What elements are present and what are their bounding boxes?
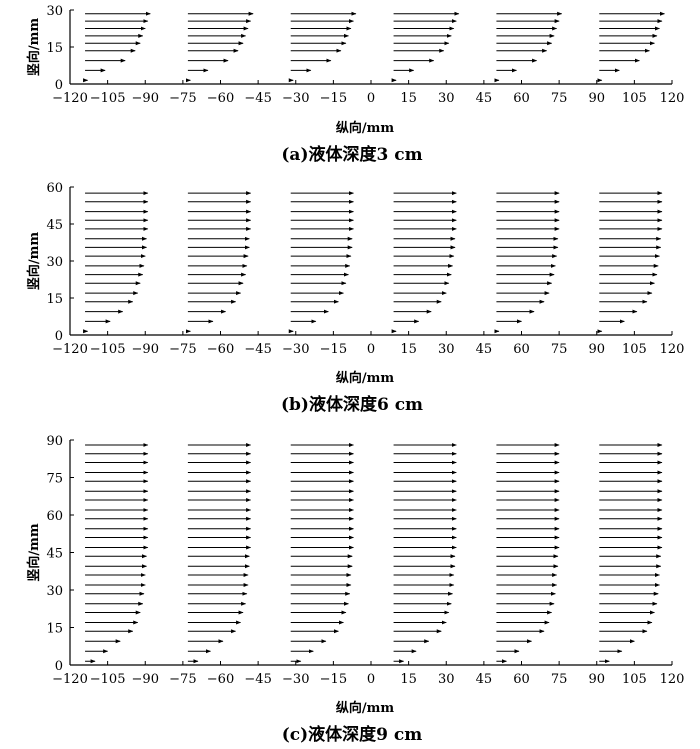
x-tick-label: −90 <box>132 91 159 106</box>
vector-profile-column <box>85 443 149 664</box>
vector-profile-column <box>290 443 354 664</box>
y-tick-label: 30 <box>46 584 63 599</box>
y-axis-label: 竖向/mm <box>26 523 42 582</box>
panel-caption: (b)液体深度6 cm <box>281 394 423 415</box>
x-tick-label: 15 <box>400 342 417 357</box>
vector-profile-column <box>496 443 560 664</box>
x-tick-label: 75 <box>551 672 568 687</box>
x-tick-label: 0 <box>367 672 375 687</box>
x-tick-label: −105 <box>90 342 126 357</box>
vector-profile-column <box>185 11 254 83</box>
panel-caption: (a)液体深度3 cm <box>281 144 422 165</box>
x-axis-label: 纵向/mm <box>336 370 395 386</box>
x-tick-label: 120 <box>660 672 685 687</box>
x-tick-label: 75 <box>551 342 568 357</box>
y-axis-label: 竖向/mm <box>26 18 42 77</box>
x-tick-label: 60 <box>513 91 530 106</box>
x-tick-label: −30 <box>282 342 309 357</box>
vector-profile-column <box>83 191 149 334</box>
vector-profile-column <box>288 191 354 334</box>
vector-profile-column <box>599 443 663 664</box>
x-tick-label: 120 <box>660 342 685 357</box>
vector-profile-column <box>391 191 457 334</box>
chart-panel-3: −120 −105 −90 −75 −60 −45 −30 −15 0 15 30 45 60 75 90 1… <box>26 434 684 745</box>
x-tick-label: 90 <box>588 342 605 357</box>
x-tick-label: 120 <box>660 91 685 106</box>
x-tick-label: −75 <box>169 672 196 687</box>
x-tick-label: −15 <box>320 342 347 357</box>
x-tick-label: 15 <box>400 91 417 106</box>
y-tick-label: 0 <box>55 78 63 93</box>
x-tick-label: 30 <box>438 91 455 106</box>
vector-profile-column <box>494 191 560 334</box>
x-tick-label: −60 <box>207 91 234 106</box>
y-tick-label: 30 <box>46 255 63 270</box>
panel-caption: (c)液体深度9 cm <box>282 724 423 745</box>
y-tick-label: 0 <box>55 329 63 344</box>
vector-profile-column <box>391 11 460 83</box>
x-tick-label: 15 <box>400 672 417 687</box>
y-tick-label: 0 <box>55 659 63 674</box>
y-tick-label: 60 <box>46 509 63 524</box>
x-tick-label: 90 <box>588 672 605 687</box>
y-tick-label: 45 <box>46 218 63 233</box>
x-tick-label: −45 <box>244 672 271 687</box>
y-tick-label: 15 <box>46 41 63 56</box>
y-tick-label: 60 <box>46 181 63 196</box>
x-tick-label: 75 <box>551 91 568 106</box>
vector-profile-column <box>185 191 252 334</box>
x-tick-label: 45 <box>476 342 493 357</box>
x-tick-label: −15 <box>320 672 347 687</box>
y-tick-label: 90 <box>46 434 63 449</box>
x-tick-label: −120 <box>52 91 88 106</box>
x-tick-label: 105 <box>622 91 647 106</box>
vector-profile-column <box>597 11 665 83</box>
vector-profile-column <box>597 191 663 334</box>
x-tick-label: 45 <box>476 672 493 687</box>
y-tick-label: 30 <box>46 4 63 19</box>
vector-profile-column <box>83 11 151 83</box>
x-tick-label: 30 <box>438 672 455 687</box>
x-tick-label: −45 <box>244 342 271 357</box>
x-tick-label: 60 <box>513 342 530 357</box>
vector-profile-column <box>187 443 252 664</box>
vector-profile-column <box>393 443 457 664</box>
x-tick-label: −120 <box>52 342 88 357</box>
x-tick-label: 90 <box>588 91 605 106</box>
y-tick-label: 15 <box>46 292 63 307</box>
y-tick-label: 15 <box>46 622 63 637</box>
x-axis-label: 纵向/mm <box>336 700 395 716</box>
x-tick-label: 105 <box>622 672 647 687</box>
x-tick-label: −15 <box>320 91 347 106</box>
y-axis-label: 竖向/mm <box>26 232 42 291</box>
x-tick-label: −120 <box>52 672 88 687</box>
chart-panel-2: −120 −105 −90 −75 −60 −45 −30 −15 0 15 30 45 60 75 90 1… <box>26 181 684 415</box>
x-tick-label: −105 <box>90 672 126 687</box>
y-tick-label: 45 <box>46 547 63 562</box>
x-tick-label: −90 <box>132 672 159 687</box>
x-tick-label: 105 <box>622 342 647 357</box>
x-tick-label: −30 <box>282 672 309 687</box>
vector-profile-column <box>494 11 563 83</box>
x-tick-label: 60 <box>513 672 530 687</box>
x-tick-label: 30 <box>438 342 455 357</box>
vector-profile-column <box>288 11 357 83</box>
x-axis-label: 纵向/mm <box>336 120 395 136</box>
x-tick-label: −60 <box>207 342 234 357</box>
x-tick-label: −45 <box>244 91 271 106</box>
x-tick-label: 0 <box>367 91 375 106</box>
x-tick-label: −30 <box>282 91 309 106</box>
x-tick-label: 0 <box>367 342 375 357</box>
y-tick-label: 75 <box>46 472 63 487</box>
x-tick-label: −75 <box>169 91 196 106</box>
x-tick-label: −90 <box>132 342 159 357</box>
x-tick-label: −60 <box>207 672 234 687</box>
x-tick-label: −75 <box>169 342 196 357</box>
x-tick-label: 45 <box>476 91 493 106</box>
chart-panel-1: −120 −105 −90 −75 −60 −45 −30 −15 0 15 30 45 60 75 90 1… <box>26 4 684 165</box>
x-tick-label: −105 <box>90 91 126 106</box>
